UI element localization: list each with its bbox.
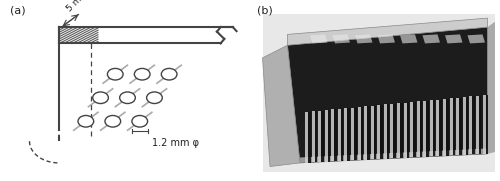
Polygon shape <box>332 110 334 161</box>
Polygon shape <box>321 111 324 162</box>
Polygon shape <box>470 96 472 154</box>
Polygon shape <box>324 110 328 162</box>
Polygon shape <box>446 99 448 156</box>
Polygon shape <box>348 108 350 161</box>
Polygon shape <box>420 101 422 157</box>
Polygon shape <box>400 103 402 158</box>
Circle shape <box>132 115 148 127</box>
Polygon shape <box>364 106 367 160</box>
Polygon shape <box>328 110 330 162</box>
Text: (a): (a) <box>10 5 26 15</box>
Polygon shape <box>459 98 462 155</box>
Polygon shape <box>463 97 466 155</box>
Polygon shape <box>262 45 300 167</box>
Circle shape <box>108 68 123 80</box>
Circle shape <box>78 115 94 127</box>
Polygon shape <box>466 97 468 155</box>
Polygon shape <box>305 112 308 163</box>
Polygon shape <box>417 101 420 157</box>
Circle shape <box>162 68 177 80</box>
Polygon shape <box>450 98 452 155</box>
Polygon shape <box>394 104 396 158</box>
Polygon shape <box>378 105 380 159</box>
Polygon shape <box>288 18 488 45</box>
Polygon shape <box>380 105 383 159</box>
Polygon shape <box>378 34 395 43</box>
Polygon shape <box>358 107 360 160</box>
Polygon shape <box>367 106 370 160</box>
Polygon shape <box>351 108 354 160</box>
Polygon shape <box>426 101 429 157</box>
Polygon shape <box>288 27 488 163</box>
Polygon shape <box>445 34 462 43</box>
Polygon shape <box>443 99 446 156</box>
Polygon shape <box>384 104 387 159</box>
Polygon shape <box>404 103 406 158</box>
Circle shape <box>146 92 162 104</box>
Polygon shape <box>374 106 376 159</box>
Polygon shape <box>488 22 495 154</box>
Polygon shape <box>354 108 356 160</box>
Polygon shape <box>456 98 459 155</box>
Polygon shape <box>433 100 436 156</box>
Polygon shape <box>338 109 341 161</box>
Polygon shape <box>436 100 440 156</box>
Polygon shape <box>360 107 363 160</box>
Text: 5 mm: 5 mm <box>65 0 90 13</box>
Polygon shape <box>262 14 495 172</box>
Polygon shape <box>424 101 426 157</box>
Circle shape <box>134 68 150 80</box>
Circle shape <box>120 92 136 104</box>
Polygon shape <box>312 111 314 162</box>
Text: 1.2 mm φ: 1.2 mm φ <box>152 138 199 148</box>
Polygon shape <box>355 34 372 43</box>
Circle shape <box>92 92 108 104</box>
Polygon shape <box>334 110 337 161</box>
Circle shape <box>105 115 120 127</box>
Polygon shape <box>472 96 475 154</box>
Polygon shape <box>410 102 413 157</box>
Polygon shape <box>390 104 394 158</box>
Polygon shape <box>318 111 321 162</box>
Polygon shape <box>397 103 400 158</box>
Polygon shape <box>422 34 440 43</box>
Polygon shape <box>332 34 350 43</box>
Polygon shape <box>314 111 317 162</box>
Polygon shape <box>468 34 485 43</box>
Polygon shape <box>300 148 488 163</box>
Polygon shape <box>413 102 416 157</box>
Polygon shape <box>308 112 310 163</box>
Polygon shape <box>387 104 390 159</box>
Polygon shape <box>341 109 344 161</box>
Polygon shape <box>440 100 442 156</box>
Polygon shape <box>476 96 479 154</box>
Polygon shape <box>310 34 328 43</box>
Polygon shape <box>430 100 433 156</box>
Polygon shape <box>479 96 482 154</box>
Text: (b): (b) <box>258 5 273 15</box>
Polygon shape <box>400 34 417 43</box>
Polygon shape <box>482 95 486 154</box>
Polygon shape <box>406 103 409 158</box>
Polygon shape <box>452 98 455 155</box>
Polygon shape <box>370 106 374 159</box>
Polygon shape <box>344 108 348 161</box>
Polygon shape <box>486 95 488 154</box>
